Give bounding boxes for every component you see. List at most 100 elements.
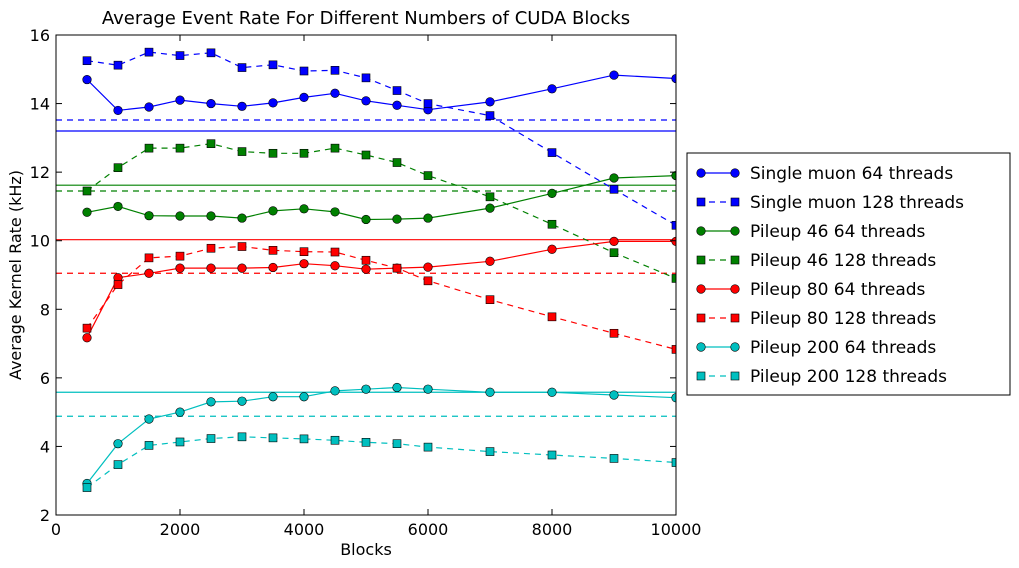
data-point	[671, 458, 676, 467]
data-point	[423, 384, 433, 394]
y-tick-label: 10	[30, 232, 50, 251]
data-point	[299, 259, 309, 269]
data-point	[609, 248, 619, 258]
series-8	[82, 432, 676, 492]
data-point	[423, 171, 433, 180]
data-point	[175, 211, 185, 221]
legend-marker-left	[696, 197, 706, 207]
data-point	[609, 184, 619, 194]
legend-item-2: Single muon 128 threads	[696, 193, 964, 213]
y-tick-label: 4	[40, 437, 50, 456]
data-point	[206, 211, 216, 221]
series-line	[86, 175, 676, 221]
data-point	[144, 211, 154, 221]
legend-marker-right	[730, 226, 740, 236]
data-point	[485, 387, 495, 397]
series-line	[86, 74, 676, 112]
x-tick-label: 10000	[651, 520, 702, 539]
plot-area-frame	[55, 34, 677, 516]
data-point	[82, 74, 92, 85]
legend-item-4: Pileup 46 128 threads	[696, 251, 936, 271]
legend: Single muon 64 threads Single muon 128 th…	[686, 152, 1011, 396]
data-point	[237, 263, 247, 273]
data-point	[392, 100, 402, 110]
data-point	[609, 454, 619, 463]
data-point	[82, 207, 92, 217]
x-tick-label: 8000	[532, 520, 573, 539]
data-point	[237, 147, 247, 156]
data-point	[361, 264, 371, 274]
y-tick-label: 16	[30, 26, 50, 45]
legend-item-8: Pileup 200 128 threads	[696, 367, 947, 387]
data-point	[175, 51, 185, 60]
x-tick-label: 0	[51, 520, 61, 539]
data-point	[237, 396, 247, 406]
data-point	[485, 256, 495, 266]
data-point	[330, 207, 340, 217]
y-tick-label: 14	[30, 95, 50, 114]
data-point	[113, 439, 123, 449]
data-point	[671, 345, 676, 354]
data-point	[206, 243, 216, 253]
legend-marker-left	[696, 255, 706, 265]
data-point	[299, 204, 309, 214]
data-point	[423, 99, 433, 108]
data-point	[671, 393, 676, 403]
chart-title: Average Event Rate For Different Numbers…	[102, 8, 630, 29]
y-tick-label: 8	[40, 300, 50, 319]
legend-item-6: Pileup 80 128 threads	[696, 309, 936, 329]
data-point	[485, 447, 495, 456]
legend-marker-left	[696, 284, 706, 294]
data-point	[268, 433, 278, 443]
y-tick-label: 2	[40, 506, 50, 525]
legend-label: Pileup 46 64 threads	[750, 222, 926, 242]
series-line	[86, 51, 676, 226]
data-point	[423, 276, 433, 286]
x-tick-label: 4000	[284, 520, 325, 539]
data-point	[609, 236, 619, 246]
legend-label: Single muon 128 threads	[750, 193, 964, 213]
data-point	[268, 148, 278, 158]
data-point	[82, 186, 92, 196]
data-point	[330, 88, 340, 98]
data-point	[144, 253, 154, 263]
data-point	[268, 98, 278, 108]
data-point	[299, 392, 309, 402]
legend-marker-right	[730, 284, 740, 294]
data-point	[330, 143, 340, 153]
legend-item-1: Single muon 64 threads	[696, 164, 953, 184]
data-point	[423, 213, 433, 223]
data-point	[609, 70, 619, 80]
data-point	[392, 263, 402, 273]
data-point	[299, 148, 309, 158]
legend-frame	[686, 152, 1011, 396]
data-point	[392, 214, 402, 224]
data-point	[113, 460, 123, 469]
data-point	[206, 397, 216, 407]
data-point	[206, 48, 216, 58]
data-point	[330, 386, 340, 396]
x-axis-label: Blocks	[340, 540, 392, 559]
data-point	[547, 148, 557, 157]
y-tick-label: 6	[40, 369, 50, 388]
data-point	[237, 101, 247, 111]
series-5	[82, 236, 676, 343]
series-line	[86, 386, 676, 484]
legend-label: Pileup 80 64 threads	[750, 280, 926, 300]
data-point	[671, 274, 676, 283]
data-point	[485, 192, 495, 202]
data-point	[268, 60, 278, 70]
series-line	[86, 245, 676, 350]
data-point	[175, 95, 185, 105]
series-line	[86, 240, 676, 338]
data-point	[485, 111, 495, 120]
data-point	[268, 392, 278, 402]
data-point	[175, 251, 185, 261]
data-point	[299, 66, 309, 76]
data-point	[547, 219, 557, 229]
series-3	[82, 170, 676, 225]
data-point	[237, 213, 247, 223]
data-point	[547, 188, 557, 198]
data-point	[671, 220, 676, 230]
data-point	[206, 434, 216, 443]
